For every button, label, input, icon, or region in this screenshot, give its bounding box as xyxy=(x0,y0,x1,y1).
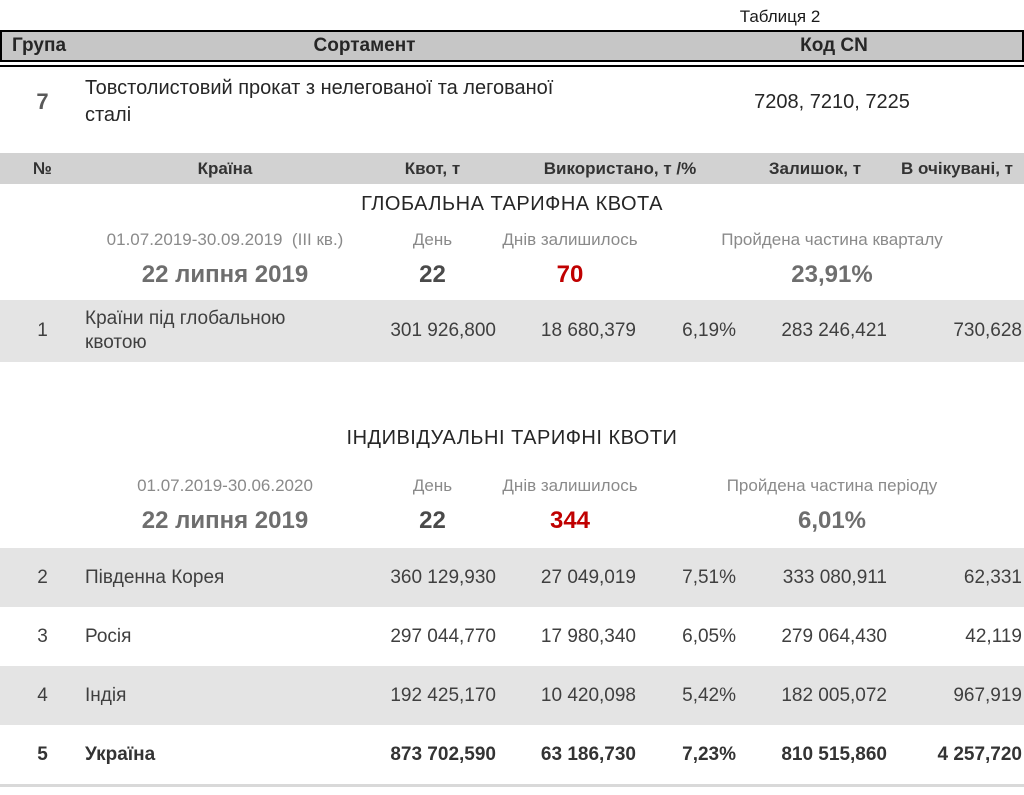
progress-label: Пройдена частина кварталу xyxy=(721,230,943,249)
days-left-label: Днів залишилось xyxy=(502,476,638,495)
used-cell: 27 049,019 xyxy=(540,566,636,588)
table-row: 5 Україна 873 702,590 63 186,730 7,23% 8… xyxy=(0,725,1024,784)
individual-quota-section-title: ІНДИВІДУАЛЬНІ ТАРИФНІ КВОТИ xyxy=(346,427,678,449)
quota-table-header: № Країна Квот, т Використано, т /% Залиш… xyxy=(0,153,1024,184)
current-date-value: 22 липня 2019 xyxy=(141,507,309,534)
used-pct-cell: 5,42% xyxy=(682,684,736,706)
cn-code-column-header: Код CN xyxy=(800,35,868,56)
country-cell: Південна Корея xyxy=(85,566,225,588)
expected-column-header: В очікувані, т xyxy=(901,158,1013,178)
days-left-value: 70 xyxy=(556,261,584,288)
days-left-value: 344 xyxy=(549,507,591,534)
num-column-header: № xyxy=(33,158,52,178)
country-column-header: Країна xyxy=(197,158,253,178)
spacer xyxy=(0,230,85,250)
assortment-text: Товстолистовий прокат з нелегованої та л… xyxy=(85,77,554,126)
quota-cell: 873 702,590 xyxy=(390,743,496,765)
remainder-cell: 283 246,421 xyxy=(781,320,887,341)
remainder-cell: 333 080,911 xyxy=(782,566,887,588)
individual-quota-period-labels: 01.07.2019-30.06.2020 День Днів залишило… xyxy=(0,476,1024,496)
progress-label: Пройдена частина періоду xyxy=(726,476,938,495)
expected-cell: 730,628 xyxy=(953,320,1022,341)
group-table-header: Група Сортамент Код CN xyxy=(0,30,1024,62)
expected-cell: 62,331 xyxy=(963,566,1022,588)
row-number: 2 xyxy=(37,566,48,588)
used-cell: 17 980,340 xyxy=(540,625,636,647)
table-caption: Таблиця 2 xyxy=(739,7,821,26)
global-quota-period-labels: 01.07.2019-30.09.2019 (III кв.) День Дні… xyxy=(0,230,1024,250)
country-cell: Росія xyxy=(85,625,132,647)
cn-code-value: 7208, 7210, 7225 xyxy=(754,90,910,113)
expected-cell: 967,919 xyxy=(953,684,1022,706)
used-cell: 18 680,379 xyxy=(540,320,636,341)
day-value: 22 xyxy=(419,261,446,288)
period-label: 01.07.2019-30.06.2020 xyxy=(137,476,313,495)
table-row: 2 Південна Корея 360 129,930 27 049,019 … xyxy=(0,548,1024,607)
quota-column-header: Квот, т xyxy=(404,158,461,178)
bottom-rule xyxy=(0,784,1024,787)
progress-value: 6,01% xyxy=(797,507,867,534)
used-pct-cell: 6,19% xyxy=(682,320,736,341)
table-row: 4 Індія 192 425,170 10 420,098 5,42% 182… xyxy=(0,666,1024,725)
day-label: День xyxy=(412,476,453,495)
quota-cell: 297 044,770 xyxy=(390,625,496,647)
table-row: 1 Країни під глобальною квотою 301 926,8… xyxy=(0,300,1024,362)
row-number: 4 xyxy=(37,684,48,706)
period-label: 01.07.2019-30.09.2019 (III кв.) xyxy=(106,230,344,249)
remainder-cell: 810 515,860 xyxy=(781,743,887,765)
group-column-header: Група xyxy=(12,35,67,56)
remainder-cell: 279 064,430 xyxy=(781,625,887,647)
assortment-column-header: Сортамент xyxy=(313,35,416,56)
quota-cell: 301 926,800 xyxy=(390,320,496,341)
header-double-rule xyxy=(0,65,1024,67)
spacer xyxy=(0,504,85,538)
days-left-label: Днів залишилось xyxy=(502,230,638,249)
quota-cell: 192 425,170 xyxy=(390,684,496,706)
country-cell: Україна xyxy=(85,743,156,765)
current-date-value: 22 липня 2019 xyxy=(141,261,309,288)
individual-quota-rows: 2 Південна Корея 360 129,930 27 049,019 … xyxy=(0,548,1024,784)
used-cell: 10 420,098 xyxy=(540,684,636,706)
global-quota-rows: 1 Країни під глобальною квотою 301 926,8… xyxy=(0,300,1024,362)
remainder-column-header: Залишок, т xyxy=(768,158,862,178)
row-number: 5 xyxy=(37,743,48,765)
remainder-cell: 182 005,072 xyxy=(781,684,887,706)
global-quota-period-values: 22 липня 2019 22 70 23,91% xyxy=(0,258,1024,292)
used-cell: 63 186,730 xyxy=(540,743,636,765)
country-cell: Країни під глобальною квотою xyxy=(85,308,286,353)
expected-cell: 42,119 xyxy=(965,625,1022,647)
day-value: 22 xyxy=(419,507,446,534)
row-number: 1 xyxy=(37,320,48,341)
global-quota-section-title: ГЛОБАЛЬНА ТАРИФНА КВОТА xyxy=(361,193,663,215)
quota-cell: 360 129,930 xyxy=(390,566,496,588)
day-label: День xyxy=(412,230,453,249)
individual-quota-period-values: 22 липня 2019 22 344 6,01% xyxy=(0,504,1024,538)
expected-cell: 4 257,720 xyxy=(937,743,1022,765)
used-pct-cell: 6,05% xyxy=(682,625,736,647)
progress-value: 23,91% xyxy=(791,261,873,288)
group-number: 7 xyxy=(36,89,49,114)
country-cell: Індія xyxy=(85,684,127,706)
group-table-row: 7 Товстолистовий прокат з нелегованої та… xyxy=(0,67,1024,139)
table-row: 3 Росія 297 044,770 17 980,340 6,05% 279… xyxy=(0,607,1024,666)
used-column-header: Використано, т /% xyxy=(543,158,697,178)
row-number: 3 xyxy=(37,625,48,647)
spacer xyxy=(0,476,85,496)
used-pct-cell: 7,23% xyxy=(682,743,736,765)
used-pct-cell: 7,51% xyxy=(682,566,736,588)
spacer xyxy=(0,258,85,292)
